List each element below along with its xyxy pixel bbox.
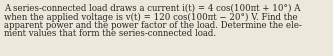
Text: A series-connected load draws a current i(t) = 4 cos(100πt + 10°) A: A series-connected load draws a current … bbox=[4, 4, 300, 13]
Text: ment values that form the series-connected load.: ment values that form the series-connect… bbox=[4, 29, 216, 38]
Text: when the applied voltage is v(t) = 120 cos(100πt − 20°) V. Find the: when the applied voltage is v(t) = 120 c… bbox=[4, 12, 298, 21]
Text: apparent power and the power factor of the load. Determine the ele-: apparent power and the power factor of t… bbox=[4, 21, 302, 29]
